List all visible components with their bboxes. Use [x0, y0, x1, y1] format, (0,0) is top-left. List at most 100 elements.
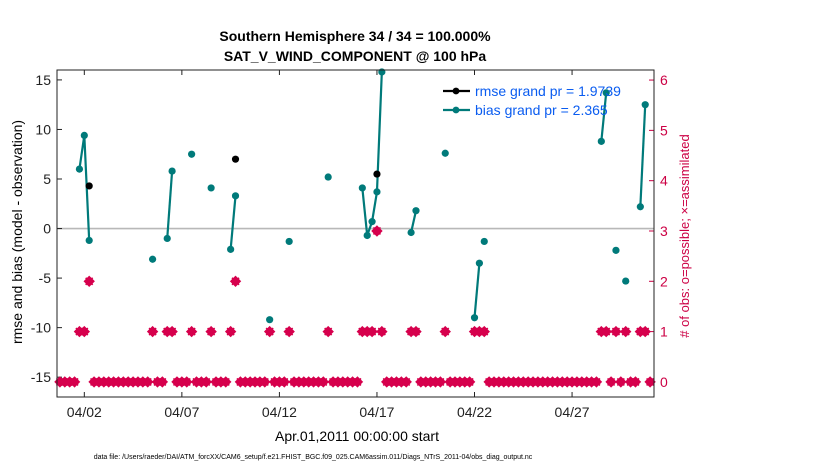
legend-rmse-label: rmse grand pr = 1.9739: [475, 83, 621, 99]
bias-point: [480, 237, 488, 246]
bias-point: [412, 207, 420, 215]
y-axis-label-right: # of obs: o=possible; ×=assimilated: [677, 134, 692, 337]
bias-point: [163, 234, 171, 243]
obs-count-cross: [324, 327, 333, 336]
y-tick-label: 0: [43, 221, 51, 237]
x-axis-label: Apr.01,2011 00:00:00 start: [275, 428, 439, 444]
bias-point: [75, 165, 84, 173]
obs-count-cross: [260, 377, 269, 386]
bias-line: [166, 170, 174, 239]
obs-count-cross: [221, 377, 230, 386]
x-tick-label: 04/22: [457, 404, 492, 420]
x-tick-label: 04/07: [164, 404, 199, 420]
obs-count-cross: [368, 327, 377, 336]
obs-count-cross: [207, 327, 216, 336]
x-tick-label: 04/27: [555, 404, 590, 420]
y-tick-label: 15: [35, 72, 51, 88]
chart-subtitle: SAT_V_WIND_COMPONENT @ 100 hPa: [224, 48, 487, 64]
bias-point: [148, 255, 157, 263]
bias-point: [378, 68, 386, 76]
obs-count-cross: [631, 377, 640, 386]
obs-count-cross: [436, 377, 445, 386]
data-file-footer: data file: /Users/raeder/DAI/ATM_forcXX/…: [94, 454, 533, 461]
obs-count-cross: [182, 377, 191, 386]
y-right-tick-label: 5: [660, 122, 668, 138]
obs-count-cross: [621, 327, 630, 336]
obs-count-cross: [611, 327, 621, 336]
bias-line: [229, 195, 237, 250]
rmse-point: [373, 170, 381, 178]
legend-rmse-marker: [452, 87, 460, 95]
y-tick-label: 5: [43, 171, 51, 187]
obs-count-cross: [70, 377, 79, 386]
obs-count-cross: [607, 377, 616, 386]
bias-point: [227, 245, 235, 253]
bias-point: [597, 137, 605, 145]
obs-count-cross: [187, 327, 196, 336]
bias-point: [368, 218, 376, 226]
obs-count-cross: [265, 327, 274, 336]
obs-count-cross: [602, 327, 611, 336]
x-tick-label: 04/17: [359, 404, 394, 420]
bias-point: [602, 89, 610, 97]
obs-count-cross: [280, 377, 289, 386]
bias-point: [441, 149, 449, 157]
bias-point: [363, 231, 371, 240]
rmse-point: [231, 155, 240, 163]
obs-count-cross: [372, 226, 382, 236]
plot-area: [57, 70, 654, 397]
obs-count-cross: [168, 327, 177, 336]
obs-count-cross: [143, 377, 152, 386]
bias-point: [188, 150, 196, 158]
bias-point: [324, 173, 332, 181]
obs-count-cross: [465, 377, 474, 386]
obs-count-cross: [641, 327, 650, 336]
y-right-tick-label: 4: [660, 173, 668, 189]
y-right-tick-label: 6: [660, 72, 668, 88]
obs-count-cross: [85, 277, 94, 286]
y-right-tick-label: 1: [660, 324, 668, 340]
obs-count-cross: [319, 377, 328, 386]
x-tick-label: 04/12: [262, 404, 297, 420]
obs-count-cross: [592, 377, 601, 386]
bias-point: [641, 101, 649, 109]
obs-count-cross: [202, 377, 211, 386]
bias-line: [410, 210, 418, 233]
bias-point: [207, 184, 215, 192]
legend-bias-marker: [452, 106, 460, 114]
bias-point: [85, 236, 93, 245]
bias-point: [470, 314, 479, 322]
bias-point: [80, 131, 88, 139]
obs-count-cross: [377, 327, 386, 336]
bias-point: [612, 246, 620, 254]
bias-point: [266, 316, 274, 324]
bias-point: [358, 184, 366, 192]
legend: rmse grand pr = 1.9739 bias grand pr = 2…: [443, 83, 621, 118]
bias-point: [475, 259, 483, 267]
obs-count-cross: [231, 277, 240, 286]
bias-point: [285, 237, 293, 246]
obs-count-cross: [158, 377, 167, 386]
legend-bias-label: bias grand pr = 2.365: [475, 102, 608, 118]
y-right-tick-label: 0: [660, 374, 668, 390]
y-tick-label: -15: [31, 369, 51, 385]
bias-point: [168, 167, 176, 175]
data-series: [75, 68, 649, 324]
obs-count-cross: [285, 327, 294, 336]
y-tick-label: -10: [31, 320, 51, 336]
bias-point: [231, 192, 240, 200]
chart-title: Southern Hemisphere 34 / 34 = 100.000%: [219, 28, 491, 44]
y-axis-label: rmse and bias (model - observation): [9, 120, 25, 344]
y-tick-label: -5: [39, 270, 52, 286]
plot-frame: [56, 69, 655, 398]
bias-line: [600, 92, 608, 142]
bias-point: [636, 203, 644, 211]
y-right-tick-label: 2: [660, 273, 668, 289]
obs-count-cross: [616, 377, 625, 386]
bias-point: [373, 188, 381, 196]
obs-count-cross: [148, 327, 157, 336]
obs-count-cross: [402, 377, 411, 386]
obs-count-cross: [80, 327, 89, 336]
axis-ticks: 04/02 04/07 04/12 04/17 04/22 04/27151050-5-1…: [31, 70, 668, 420]
bias-line: [473, 263, 481, 318]
